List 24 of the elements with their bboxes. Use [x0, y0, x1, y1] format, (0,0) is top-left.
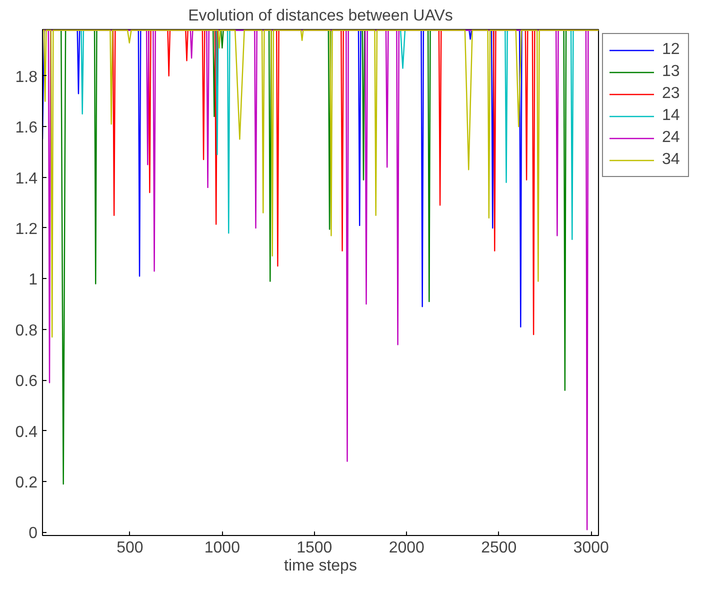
- legend-label: 14: [662, 107, 681, 125]
- legend-label: 12: [662, 41, 681, 59]
- x-axis-title: time steps: [284, 558, 357, 574]
- y-tick-label: 1.6: [15, 120, 38, 137]
- legend-label: 13: [662, 63, 681, 81]
- y-tick-label: 0.8: [15, 322, 38, 340]
- y-tick-label: 1.2: [15, 220, 38, 238]
- x-tick-label: 2000: [388, 540, 425, 556]
- y-tick-label: 1.4: [15, 170, 38, 188]
- legend-label: 24: [662, 129, 681, 147]
- chart-title: Evolution of distances between UAVs: [188, 8, 453, 24]
- y-tick-label: 0.4: [15, 424, 38, 441]
- y-tick-label: 0.6: [15, 373, 38, 390]
- x-tick-label: 1000: [204, 540, 240, 556]
- x-tick-label: 2500: [481, 540, 517, 556]
- y-tick-label: 1: [28, 272, 38, 289]
- legend-label: 23: [662, 85, 681, 103]
- x-tick-label: 3000: [573, 540, 610, 556]
- y-tick-label: 0: [28, 525, 38, 542]
- x-tick-label: 1500: [296, 540, 332, 556]
- x-tick-label: 500: [116, 540, 144, 556]
- legend-label: 34: [662, 151, 681, 169]
- y-tick-label: 1.8: [15, 68, 38, 86]
- y-tick-label: 0.2: [15, 474, 38, 492]
